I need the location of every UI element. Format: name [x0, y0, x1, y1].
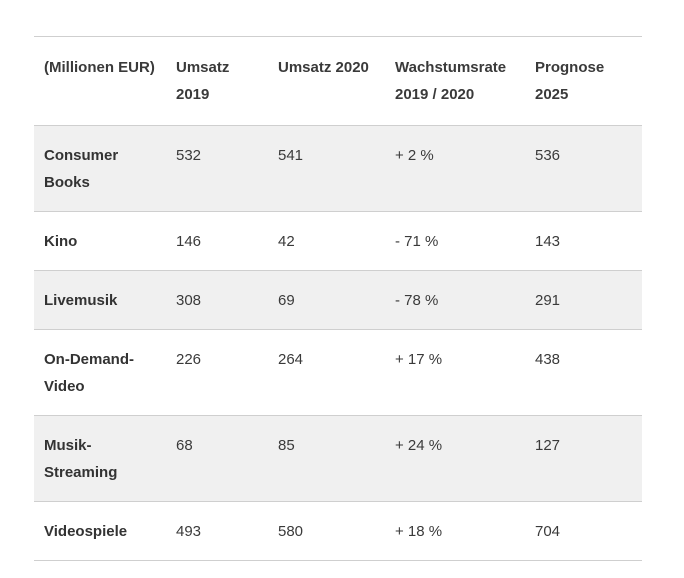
table-row: Livemusik 308 69- 78 % 291	[34, 270, 642, 330]
table-row: Musik-Streaming 68 85 + 24 % 127	[34, 415, 642, 502]
header-revenue-2020: Umsatz 2020	[278, 59, 369, 76]
table-row: Kino 146 42- 71 % 143	[34, 211, 642, 271]
revenue-2020-cell: 580	[268, 501, 385, 561]
header-forecast-2025: Prognose 2025	[535, 59, 605, 103]
revenue-2019-cell: 308	[166, 270, 268, 330]
forecast-2025-cell: 536	[525, 125, 642, 212]
growth-rate-cell: + 24 %	[385, 415, 525, 502]
growth-rate-cell: + 17 %	[385, 329, 525, 416]
row-label: On-Demand-Video	[34, 329, 166, 416]
revenue-2019-cell: 226	[166, 329, 268, 416]
header-growth-rate: Wachstumsrate 2019 / 2020	[395, 59, 507, 103]
table-header-row: (Millionen EUR) Umsatz 2019 Umsatz 2020 …	[34, 36, 642, 126]
row-label: Consumer Books	[34, 125, 166, 212]
row-label: Videospiele	[34, 501, 166, 561]
table-row: Videospiele 493 580 + 18 % 704	[34, 501, 642, 561]
row-label: Livemusik	[34, 270, 166, 330]
revenue-2020-cell: 69	[268, 270, 385, 330]
revenue-2019-cell: 493	[166, 501, 268, 561]
revenue-2020-cell: 541	[268, 125, 385, 212]
revenue-2019-cell: 146	[166, 211, 268, 271]
row-label: Musik-Streaming	[34, 415, 166, 502]
table-row: On-Demand-Video 226 264 + 17 % 438	[34, 329, 642, 416]
header-unit: (Millionen EUR)	[44, 59, 155, 76]
revenue-2020-cell: 85	[268, 415, 385, 502]
growth-rate-cell: + 2 %	[385, 125, 525, 212]
revenue-2020-cell: 264	[268, 329, 385, 416]
table-row: Consumer Books 532 541 + 2 % 536	[34, 125, 642, 212]
forecast-2025-cell: 704	[525, 501, 642, 561]
forecast-2025-cell: 438	[525, 329, 642, 416]
revenue-2019-cell: 532	[166, 125, 268, 212]
row-label: Kino	[34, 211, 166, 271]
growth-rate-cell: + 18 %	[385, 501, 525, 561]
revenue-2020-cell: 42	[268, 211, 385, 271]
forecast-2025-cell: 143	[525, 211, 642, 271]
data-table-container: (Millionen EUR) Umsatz 2019 Umsatz 2020 …	[34, 36, 642, 561]
forecast-2025-cell: 127	[525, 415, 642, 502]
revenue-2019-cell: 68	[166, 415, 268, 502]
forecast-2025-cell: 291	[525, 270, 642, 330]
table-body: Consumer Books 532 541 + 2 % 536 Kino 146 42- 7…	[34, 125, 642, 561]
header-revenue-2019: Umsatz 2019	[176, 59, 230, 103]
revenue-table: (Millionen EUR) Umsatz 2019 Umsatz 2020 …	[34, 36, 642, 561]
growth-rate-cell: - 71 %	[385, 211, 525, 271]
growth-rate-cell: - 78 %	[385, 270, 525, 330]
